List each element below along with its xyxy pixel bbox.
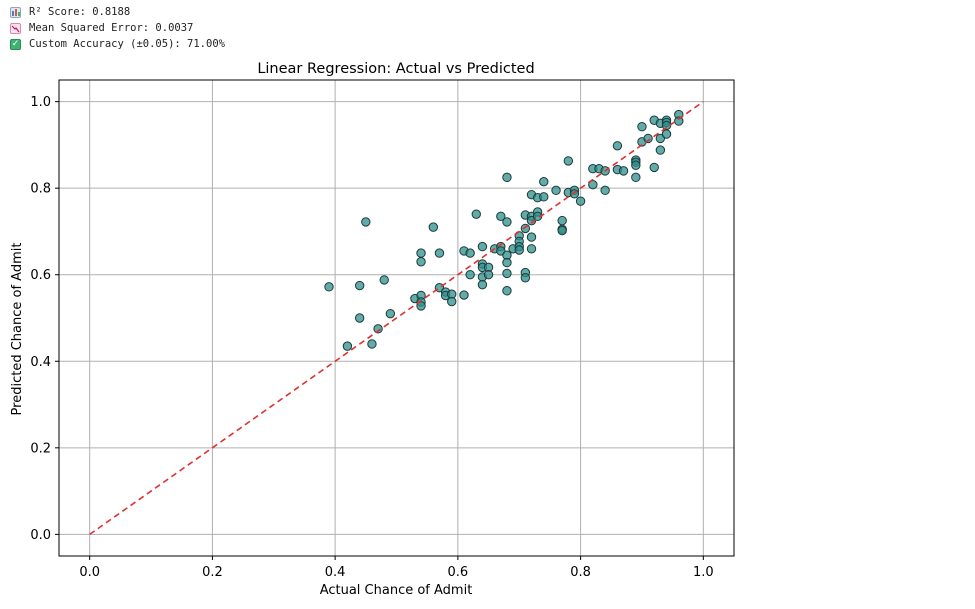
data-point: [539, 192, 549, 202]
y-tick-label: 0.0: [30, 528, 51, 543]
data-point: [373, 324, 383, 334]
data-point: [575, 196, 586, 206]
data-point: [661, 129, 672, 139]
r2-score-line: R² Score: 0.8188: [10, 4, 225, 20]
reference-line: [89, 100, 704, 536]
data-point: [465, 270, 475, 280]
data-point: [502, 172, 512, 183]
data-point: [385, 308, 396, 319]
x-tick-label: 0.2: [202, 565, 223, 580]
y-tick-label: 0.2: [30, 441, 51, 456]
data-point: [428, 222, 439, 232]
data-point: [324, 282, 334, 292]
data-point: [502, 286, 512, 296]
data-point: [502, 268, 512, 279]
data-point: [600, 185, 610, 196]
data-point: [588, 180, 598, 190]
metrics-panel: R² Score: 0.8188 Mean Squared Error: 0.0…: [10, 4, 225, 52]
y-tick-label: 0.6: [30, 268, 51, 283]
data-point: [502, 217, 512, 227]
data-point: [618, 166, 629, 176]
data-point: [502, 257, 512, 268]
data-point: [354, 280, 365, 291]
r2-score-text: R² Score: 0.8188: [29, 6, 131, 18]
data-point: [416, 301, 426, 311]
data-point: [354, 313, 365, 323]
data-point: [483, 270, 494, 280]
bar-chart-icon: [10, 6, 21, 18]
data-point: [434, 248, 445, 258]
y-axis-ticks: 0.0 0.2 0.4 0.6 0.8 1.0: [30, 95, 59, 543]
x-tick-label: 1.0: [693, 565, 714, 580]
y-tick-label: 0.8: [30, 182, 51, 197]
y-tick-label: 0.4: [30, 355, 51, 370]
data-point: [514, 245, 524, 255]
data-point: [649, 162, 659, 173]
mse-line: Mean Squared Error: 0.0037: [10, 20, 225, 36]
data-point: [465, 248, 475, 258]
data-point: [379, 275, 389, 285]
accuracy-line: ✓ Custom Accuracy (±0.05): 71.00%: [10, 36, 225, 52]
data-point: [416, 248, 426, 258]
x-tick-label: 0.6: [448, 565, 469, 580]
data-point: [471, 209, 481, 219]
data-point: [557, 215, 567, 226]
data-point: [655, 145, 666, 155]
data-point: [361, 217, 371, 227]
y-tick-label: 1.0: [30, 95, 51, 110]
accuracy-text: Custom Accuracy (±0.05): 71.00%: [29, 38, 225, 50]
data-point: [526, 232, 537, 242]
data-point: [447, 296, 457, 307]
data-point: [342, 341, 353, 351]
chart-title: Linear Regression: Actual vs Predicted: [257, 61, 534, 77]
mse-text: Mean Squared Error: 0.0037: [29, 22, 194, 34]
data-point: [539, 176, 549, 187]
chart-decreasing-icon: [10, 22, 21, 34]
data-point: [674, 116, 684, 126]
data-point: [520, 273, 531, 283]
data-point: [631, 160, 641, 170]
grid-lines: [59, 80, 734, 556]
data-point: [459, 290, 469, 300]
data-point: [367, 339, 377, 349]
data-point: [612, 141, 623, 151]
data-point: [557, 225, 567, 236]
x-axis-ticks: 0.0 0.2 0.4 0.6 0.8 1.0: [79, 556, 714, 580]
data-point: [520, 223, 531, 234]
data-point: [631, 172, 641, 183]
data-point: [477, 279, 488, 290]
x-axis-label: Actual Chance of Admit: [320, 583, 473, 598]
data-point: [496, 211, 506, 222]
data-point: [563, 156, 574, 166]
data-point: [416, 257, 426, 267]
data-point: [643, 133, 653, 144]
data-point: [477, 241, 488, 252]
y-axis-label: Predicted Chance of Admit: [10, 243, 25, 416]
data-point: [637, 122, 647, 132]
x-tick-label: 0.8: [570, 565, 591, 580]
x-tick-label: 0.0: [79, 565, 100, 580]
data-point: [526, 244, 537, 254]
data-point: [551, 185, 561, 196]
data-points: [324, 109, 684, 351]
plot-frame: [58, 79, 735, 557]
check-mark-icon: ✓: [10, 38, 21, 50]
x-tick-label: 0.4: [325, 565, 346, 580]
